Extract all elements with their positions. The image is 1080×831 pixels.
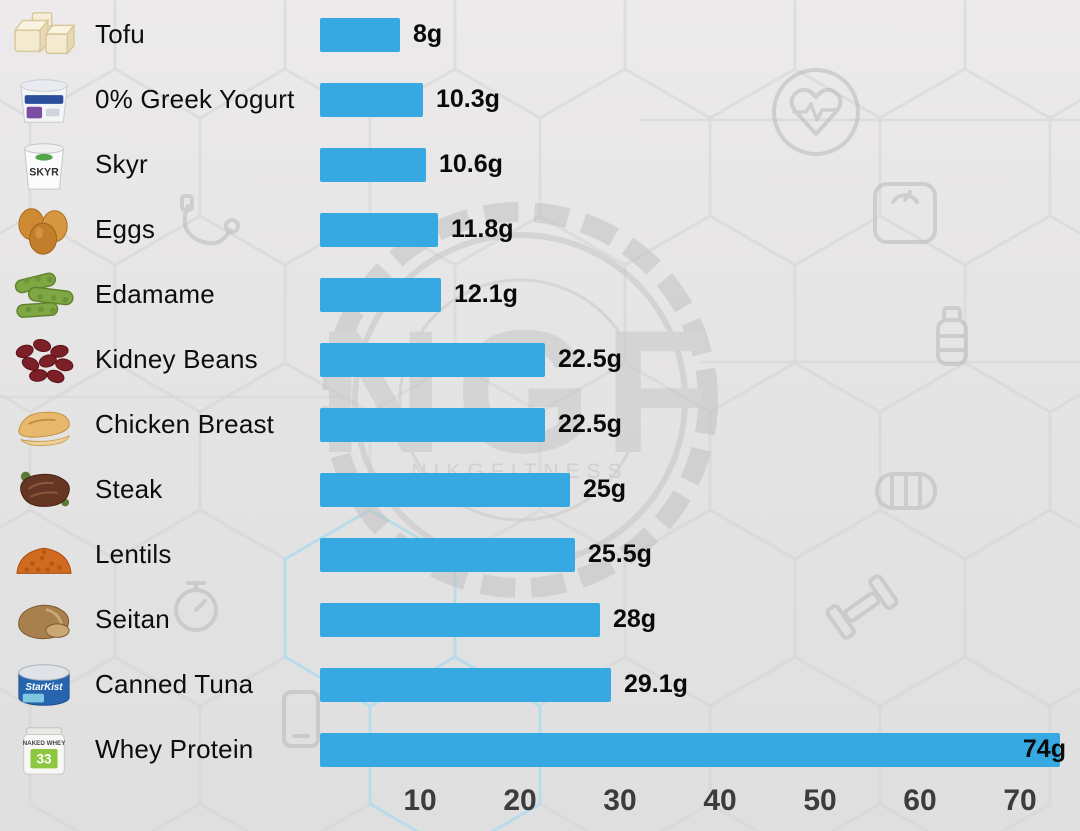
protein-bar	[320, 602, 600, 637]
protein-bar	[320, 277, 441, 312]
steak-icon	[6, 461, 82, 519]
chart-row: Seitan 28g	[0, 587, 1080, 652]
bar-area: 22.5g	[320, 342, 1080, 377]
protein-bar	[320, 537, 575, 572]
value-label: 25g	[583, 475, 627, 503]
svg-text:StarKist: StarKist	[26, 681, 64, 692]
food-label: Kidney Beans	[95, 344, 258, 374]
food-label: 0% Greek Yogurt	[95, 84, 295, 114]
chart-row: NAKED WHEY 33 Whey Protein 74g	[0, 717, 1080, 782]
protein-bar	[320, 17, 400, 52]
protein-bar	[320, 212, 438, 247]
food-label: Steak	[95, 474, 163, 504]
value-label: 12.1g	[454, 280, 518, 308]
chart-row: Edamame 12.1g	[0, 262, 1080, 327]
value-label: 29.1g	[624, 670, 688, 698]
chart-row: Chicken Breast 22.5g	[0, 392, 1080, 457]
chart-row: Kidney Beans 22.5g	[0, 327, 1080, 392]
chart-row: SKYR Skyr 10.6g	[0, 132, 1080, 197]
x-axis-tick: 30	[603, 784, 637, 817]
bar-area: 74g	[320, 732, 1080, 767]
chart-row: Tofu 8g	[0, 2, 1080, 67]
whey-protein-icon: NAKED WHEY 33	[6, 721, 82, 779]
value-label: 10.6g	[439, 150, 503, 178]
x-axis-ticks: 10 20 30 40 50 60 70	[320, 782, 1080, 831]
bar-area: 25.5g	[320, 537, 1080, 572]
value-label: 25.5g	[588, 540, 652, 568]
chart-row: Steak 25g	[0, 457, 1080, 522]
value-label: 28g	[613, 605, 657, 633]
food-label: Canned Tuna	[95, 669, 254, 699]
seitan-icon	[6, 591, 82, 649]
protein-bar	[320, 407, 545, 442]
food-label: Whey Protein	[95, 734, 254, 764]
food-label: Edamame	[95, 279, 215, 309]
chart-row: Lentils 25.5g	[0, 522, 1080, 587]
protein-bar	[320, 472, 570, 507]
bar-area: 22.5g	[320, 407, 1080, 442]
x-axis: 10 20 30 40 50 60 70	[0, 782, 1080, 831]
food-label: Chicken Breast	[95, 409, 275, 439]
bar-area: 10.6g	[320, 147, 1080, 182]
x-axis-tick: 10	[403, 784, 437, 817]
bar-area: 28g	[320, 602, 1080, 637]
x-axis-tick: 50	[803, 784, 837, 817]
value-label: 22.5g	[558, 410, 622, 438]
bar-area: 25g	[320, 472, 1080, 507]
bar-area: 8g	[320, 17, 1080, 52]
canned-tuna-icon: StarKist	[6, 656, 82, 714]
svg-text:33: 33	[36, 751, 52, 766]
value-label: 74g	[1022, 735, 1066, 763]
protein-bar	[320, 667, 611, 702]
protein-bar	[320, 147, 426, 182]
protein-bar	[320, 732, 1060, 767]
svg-text:SKYR: SKYR	[29, 166, 59, 178]
value-label: 11.8g	[451, 215, 514, 243]
lentils-icon	[6, 526, 82, 584]
food-label: Seitan	[95, 604, 170, 634]
svg-text:NAKED WHEY: NAKED WHEY	[23, 740, 67, 747]
bar-area: 29.1g	[320, 667, 1080, 702]
bar-area: 11.8g	[320, 212, 1080, 247]
x-axis-tick: 60	[903, 784, 937, 817]
chart-row: 0% Greek Yogurt 10.3g	[0, 67, 1080, 132]
tofu-icon	[6, 6, 82, 64]
protein-bar	[320, 342, 545, 377]
chart-row: Eggs 11.8g	[0, 197, 1080, 262]
value-label: 22.5g	[558, 345, 622, 373]
chicken-breast-icon	[6, 396, 82, 454]
edamame-icon	[6, 266, 82, 324]
bar-area: 10.3g	[320, 82, 1080, 117]
protein-bar	[320, 82, 423, 117]
x-axis-tick: 20	[503, 784, 537, 817]
food-label: Lentils	[95, 539, 172, 569]
skyr-icon: SKYR	[6, 136, 82, 194]
x-axis-tick: 70	[1003, 784, 1037, 817]
x-axis-tick: 40	[703, 784, 737, 817]
eggs-icon	[6, 201, 82, 259]
greek-yogurt-icon	[6, 71, 82, 129]
chart-row: StarKist Canned Tuna 29.1g	[0, 652, 1080, 717]
kidney-beans-icon	[6, 331, 82, 389]
food-label: Tofu	[95, 19, 145, 49]
value-label: 10.3g	[436, 85, 500, 113]
x-axis-spacer	[0, 782, 320, 831]
food-label: Eggs	[95, 214, 156, 244]
bar-area: 12.1g	[320, 277, 1080, 312]
value-label: 8g	[413, 20, 443, 48]
food-label: Skyr	[95, 149, 148, 179]
